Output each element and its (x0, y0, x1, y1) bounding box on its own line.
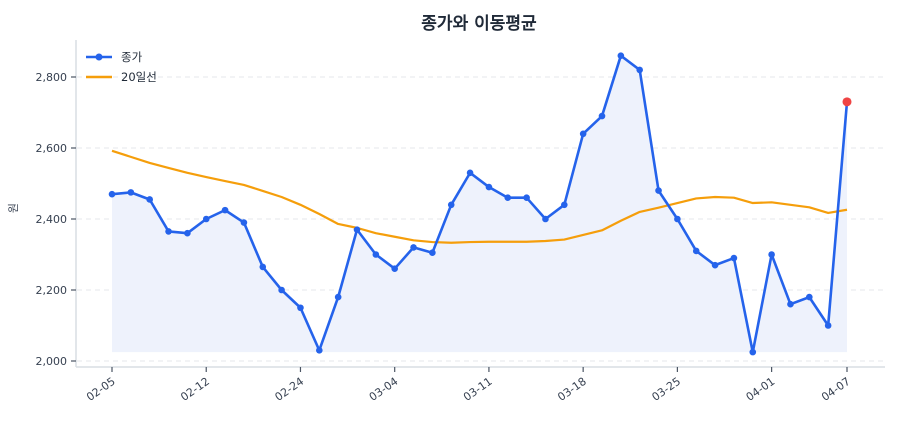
x-tick-label: 04-07 (819, 375, 853, 404)
close-line (108, 52, 852, 356)
data-point-marker[interactable] (391, 265, 398, 273)
x-tick-label: 04-01 (744, 375, 778, 404)
legend-item-close[interactable]: 종가 (86, 50, 143, 64)
close-area-fill (112, 55, 847, 353)
x-axis-ticks: 02-05 02-12 02-24 03-04 03-11 03-18 03-25 04-01… (84, 367, 853, 404)
data-point-marker[interactable] (372, 251, 380, 258)
data-point-marker[interactable] (636, 66, 643, 74)
latest-point-marker[interactable] (842, 97, 852, 107)
data-point-marker[interactable] (447, 201, 455, 209)
y-axis-label: 원 (7, 203, 20, 213)
legend-label-ma20: 20일선 (121, 70, 157, 84)
x-tick-label: 03-11 (461, 375, 495, 404)
data-point-marker[interactable] (787, 300, 794, 308)
data-point-marker[interactable] (316, 347, 323, 354)
data-point-marker[interactable] (749, 348, 757, 356)
x-tick-label: 02-12 (178, 375, 212, 404)
data-point-marker[interactable] (542, 215, 549, 223)
data-point-marker[interactable] (410, 244, 417, 251)
data-point-marker[interactable] (579, 130, 587, 138)
data-point-marker[interactable] (692, 247, 700, 255)
legend-label-close: 종가 (121, 50, 143, 64)
data-point-marker[interactable] (824, 322, 832, 329)
x-tick-label: 02-05 (84, 375, 118, 404)
y-tick-label: 2,000 (36, 355, 68, 368)
data-point-marker[interactable] (711, 261, 719, 269)
data-point-marker[interactable] (466, 169, 474, 177)
data-point-marker[interactable] (504, 194, 512, 201)
data-point-marker[interactable] (146, 196, 153, 203)
data-point-marker[interactable] (523, 194, 530, 201)
axes (75, 40, 885, 368)
data-point-marker[interactable] (334, 293, 342, 301)
data-point-marker[interactable] (429, 249, 436, 257)
y-tick-label: 2,200 (36, 284, 68, 297)
data-point-marker[interactable] (184, 229, 191, 237)
chart-title: 종가와 이동평균 (421, 14, 537, 34)
data-point-marker[interactable] (655, 187, 662, 194)
data-point-marker[interactable] (561, 201, 568, 209)
x-tick-label: 02-24 (273, 375, 307, 404)
data-point-marker[interactable] (221, 206, 229, 214)
data-point-marker[interactable] (617, 52, 625, 59)
legend: 종가 20일선 (86, 50, 157, 84)
data-point-marker[interactable] (127, 189, 135, 196)
ma20-line (111, 149, 848, 244)
x-tick-label: 03-04 (367, 375, 401, 404)
y-tick-label: 2,400 (36, 213, 68, 226)
x-tick-label: 03-18 (555, 375, 589, 404)
data-point-marker[interactable] (240, 219, 248, 226)
close-polyline (111, 54, 849, 354)
legend-close-marker-icon (95, 53, 103, 61)
y-tick-label: 2,600 (36, 142, 68, 155)
ma20-polyline (111, 149, 848, 244)
data-point-marker[interactable] (485, 183, 493, 191)
data-point-marker[interactable] (202, 215, 210, 223)
data-point-marker[interactable] (806, 293, 813, 301)
y-axis-ticks: 2,000 2,200 2,400 2,600 2,800 (36, 71, 76, 368)
data-point-marker[interactable] (108, 190, 116, 198)
legend-item-ma20[interactable]: 20일선 (86, 70, 157, 84)
area-fill (112, 55, 847, 353)
data-point-marker[interactable] (278, 286, 285, 294)
data-point-marker[interactable] (353, 226, 361, 233)
data-point-marker[interactable] (730, 254, 738, 262)
data-point-marker[interactable] (674, 215, 681, 223)
y-tick-label: 2,800 (36, 71, 68, 84)
data-point-marker[interactable] (768, 251, 775, 258)
data-point-marker[interactable] (297, 304, 304, 312)
data-point-marker[interactable] (165, 228, 172, 235)
data-point-marker[interactable] (598, 112, 606, 120)
x-tick-label: 03-25 (649, 375, 683, 404)
data-point-marker[interactable] (259, 263, 267, 271)
